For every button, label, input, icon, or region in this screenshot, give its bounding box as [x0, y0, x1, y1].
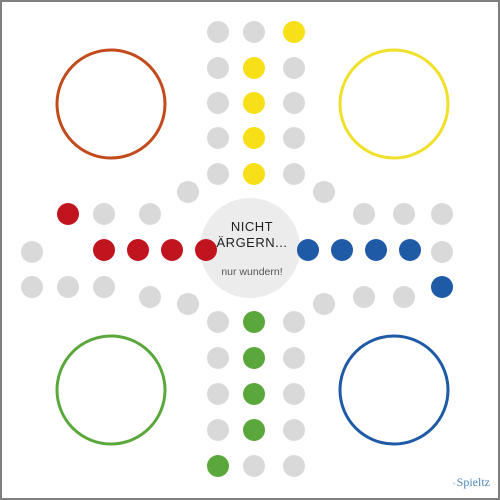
empty-field: [313, 181, 335, 203]
title-line-2: ÄRGERN...: [216, 235, 288, 250]
empty-field: [207, 163, 229, 185]
green-start-field: [207, 455, 229, 477]
empty-field: [207, 347, 229, 369]
blue-goal-piece: [331, 239, 353, 261]
red-goal-piece: [195, 239, 217, 261]
empty-field: [177, 293, 199, 315]
home-area-blue: [338, 334, 450, 446]
red-start-field: [57, 203, 79, 225]
yellow-goal-piece: [243, 92, 265, 114]
empty-field: [283, 383, 305, 405]
empty-field: [207, 127, 229, 149]
empty-field: [353, 286, 375, 308]
yellow-goal-piece: [243, 163, 265, 185]
empty-field: [353, 203, 375, 225]
empty-field: [207, 311, 229, 333]
empty-field: [431, 203, 453, 225]
home-area-green: [55, 334, 167, 446]
empty-field: [393, 286, 415, 308]
empty-field: [431, 241, 453, 263]
empty-field: [139, 203, 161, 225]
empty-field: [21, 276, 43, 298]
title-line-1: NICHT: [230, 219, 274, 234]
empty-field: [139, 286, 161, 308]
empty-field: [207, 383, 229, 405]
empty-field: [177, 181, 199, 203]
home-area-red: [55, 48, 167, 160]
blue-goal-piece: [365, 239, 387, 261]
empty-field: [283, 419, 305, 441]
green-goal-piece: [243, 419, 265, 441]
subtitle: nur wundern!: [221, 266, 283, 278]
center-circle: [200, 198, 300, 298]
empty-field: [207, 419, 229, 441]
yellow-goal-piece: [243, 57, 265, 79]
brand-logo: ◦Spieltz: [452, 475, 490, 490]
brand-mark-icon: ◦: [452, 478, 456, 488]
empty-field: [283, 92, 305, 114]
empty-field: [93, 203, 115, 225]
yellow-start-field: [283, 21, 305, 43]
green-goal-piece: [243, 347, 265, 369]
red-goal-piece: [161, 239, 183, 261]
empty-field: [283, 455, 305, 477]
empty-field: [283, 311, 305, 333]
yellow-goal-piece: [243, 127, 265, 149]
blue-start-field: [431, 276, 453, 298]
empty-field: [283, 163, 305, 185]
empty-field: [207, 57, 229, 79]
brand-label: Spieltz: [456, 475, 490, 489]
blue-goal-piece: [399, 239, 421, 261]
green-goal-piece: [243, 383, 265, 405]
empty-field: [393, 203, 415, 225]
green-goal-piece: [243, 311, 265, 333]
empty-field: [207, 21, 229, 43]
empty-field: [313, 293, 335, 315]
empty-field: [21, 241, 43, 263]
empty-field: [243, 21, 265, 43]
empty-field: [93, 276, 115, 298]
red-goal-piece: [127, 239, 149, 261]
empty-field: [283, 347, 305, 369]
home-area-yellow: [338, 48, 450, 160]
empty-field: [207, 92, 229, 114]
blue-goal-piece: [297, 239, 319, 261]
empty-field: [283, 127, 305, 149]
red-goal-piece: [93, 239, 115, 261]
empty-field: [243, 455, 265, 477]
empty-field: [283, 57, 305, 79]
empty-field: [57, 276, 79, 298]
